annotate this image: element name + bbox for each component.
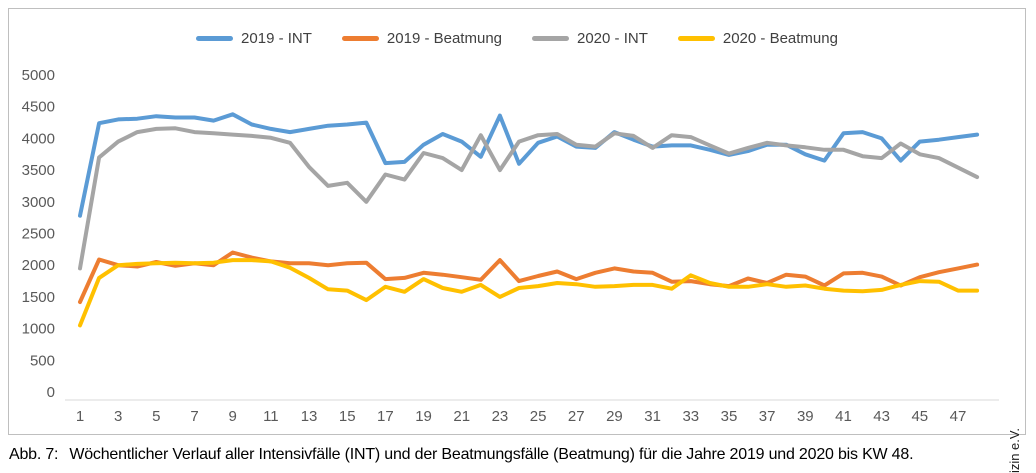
- x-tick-label: 43: [873, 408, 890, 425]
- figure-caption-number: Abb. 7:: [9, 446, 59, 463]
- legend-marker-2020-int: [532, 36, 569, 41]
- legend-label-2020-int: 2020 - INT: [577, 30, 648, 47]
- legend-marker-2019-int: [196, 36, 234, 41]
- legend-label-2019-int: 2019 - INT: [241, 30, 312, 47]
- chart-legend: 2019 - INT 2019 - Beatmung 2020 - INT 20…: [9, 30, 1025, 47]
- x-tick-label: 31: [644, 408, 661, 425]
- x-tick-label: 39: [797, 408, 814, 425]
- x-tick-label: 27: [568, 408, 585, 425]
- x-tick-label: 15: [339, 408, 356, 425]
- y-tick-label: 5000: [22, 67, 55, 84]
- x-tick-label: 1: [76, 408, 84, 425]
- y-tick-label: 0: [47, 384, 55, 401]
- line-chart-canvas: 0 500 1000 1500 2000 2500 3000 3500 4000 4500 5000…: [22, 67, 999, 425]
- y-tick-label: 1500: [22, 289, 55, 306]
- x-tick-label: 23: [492, 408, 509, 425]
- x-tick-label: 25: [530, 408, 547, 425]
- x-tick-label: 13: [301, 408, 318, 425]
- y-tick-label: 4000: [22, 130, 55, 147]
- x-tick-label: 9: [229, 408, 237, 425]
- series-line-2020-int: [78, 126, 980, 271]
- x-tick-label: 21: [453, 408, 470, 425]
- y-tick-label: 4500: [22, 99, 55, 116]
- legend-marker-2019-beatmung: [341, 36, 379, 41]
- legend-item-2019-beatmung: 2019 - Beatmung: [341, 30, 502, 47]
- x-tick-label: 37: [759, 408, 776, 425]
- x-tick-label: 19: [415, 408, 432, 425]
- y-tick-label: 2000: [22, 257, 55, 274]
- figure-caption-text: Wöchentlicher Verlauf aller Intensivfäll…: [69, 446, 914, 463]
- y-tick-label: 3000: [22, 194, 55, 211]
- legend-item-2020-beatmung: 2020 - Beatmung: [677, 30, 838, 47]
- x-tick-label: 45: [911, 408, 928, 425]
- y-tick-label: 500: [30, 352, 55, 369]
- x-tick-label: 5: [152, 408, 160, 425]
- legend-item-2020-int: 2020 - INT: [532, 30, 648, 47]
- x-tick-label: 3: [114, 408, 122, 425]
- series-line-2019-int: [78, 112, 980, 218]
- y-tick-label: 2500: [22, 226, 55, 243]
- legend-marker-2020-beatmung: [677, 36, 715, 41]
- y-tick-label: 1000: [22, 321, 55, 338]
- series-line-2020-beatmung: [78, 258, 980, 328]
- legend-item-2019-int: 2019 - INT: [196, 30, 312, 47]
- x-tick-label: 47: [950, 408, 967, 425]
- x-tick-label: 41: [835, 408, 852, 425]
- x-tick-label: 17: [377, 408, 394, 425]
- x-tick-label: 35: [721, 408, 738, 425]
- y-tick-label: 3500: [22, 162, 55, 179]
- legend-label-2020-beatmung: 2020 - Beatmung: [722, 30, 838, 47]
- series-line-2019-beatmung: [78, 250, 980, 304]
- x-tick-label: 7: [190, 408, 198, 425]
- x-tick-label: 33: [682, 408, 699, 425]
- chart-figure: 2019 - INT 2019 - Beatmung 2020 - INT 20…: [8, 8, 1026, 473]
- x-tick-label: 11: [263, 408, 279, 425]
- figure-caption: Abb. 7: Wöchentlicher Verlauf aller Inten…: [9, 446, 1033, 464]
- legend-label-2019-beatmung: 2019 - Beatmung: [386, 30, 502, 47]
- x-tick-label: 29: [606, 408, 623, 425]
